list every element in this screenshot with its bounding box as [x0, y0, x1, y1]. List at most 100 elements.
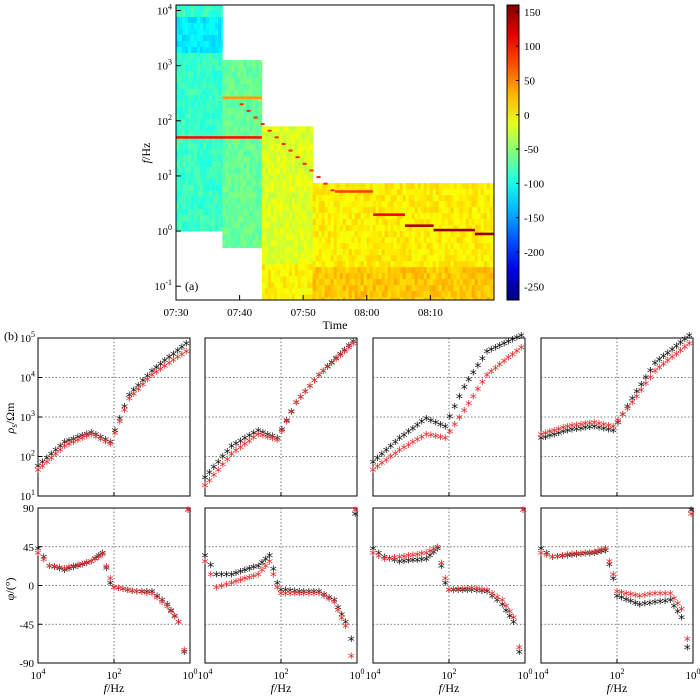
spectrogram-cell	[297, 252, 302, 259]
spectrogram-cell	[408, 219, 413, 226]
spectrogram-cell	[405, 273, 410, 280]
spectrogram-cell	[354, 243, 359, 250]
spectrogram-cell	[342, 267, 347, 274]
spectrogram-cell	[221, 83, 223, 90]
rho-point-red: *	[345, 342, 352, 358]
rho-point-red: *	[74, 435, 81, 451]
spectrogram-cell	[228, 186, 232, 193]
spectrogram-cell	[218, 41, 222, 48]
spectrogram-cell	[378, 213, 383, 220]
emission-line	[222, 96, 262, 100]
spectrogram-cell	[240, 240, 244, 247]
spectrogram-cell	[288, 180, 293, 187]
spectrogram-cell	[303, 198, 308, 205]
spectrogram-cell	[203, 155, 207, 162]
spectrogram-cell	[231, 240, 235, 247]
spectrogram-cell	[420, 267, 425, 274]
spectrogram-cell	[215, 119, 219, 126]
rho-point-red: *	[560, 423, 567, 439]
spectrogram-cell	[252, 126, 256, 133]
spectrogram-cell	[438, 225, 443, 232]
phase-point-black: *	[577, 549, 584, 565]
spectrogram-cell	[176, 215, 180, 222]
spectrogram-cell	[318, 243, 323, 250]
spectrogram-cell	[206, 203, 210, 210]
spectrogram-cell	[333, 261, 338, 268]
spectrogram-cell	[258, 114, 262, 121]
spectrogram-cell	[366, 255, 371, 262]
spectrogram-cell	[453, 207, 458, 214]
spectrogram-cell	[249, 204, 253, 211]
rho-point-red: *	[157, 364, 164, 380]
spectrogram-cell	[212, 221, 216, 228]
phase-point-black: *	[66, 564, 73, 580]
rho-point-black: *	[259, 427, 266, 443]
rho-point-red: *	[492, 363, 499, 379]
spectrogram-cell	[369, 201, 374, 208]
spectrogram-cell	[212, 161, 216, 168]
spectrogram-cell	[185, 53, 189, 60]
spectrogram-cell	[411, 225, 416, 232]
spectrogram-cell	[360, 231, 365, 238]
spectrogram-cell	[182, 53, 186, 60]
spectrogram-cell	[209, 179, 213, 186]
spectrogram-cell	[200, 89, 204, 96]
spectrogram-cell	[215, 95, 219, 102]
spectrogram-cell	[249, 108, 253, 115]
phase-point-red: *	[228, 578, 235, 594]
spectrogram-cell	[234, 240, 238, 247]
spectrogram-cell	[303, 276, 308, 283]
spectrogram-cell	[477, 195, 482, 202]
spectrogram-cell	[294, 276, 299, 283]
spectrogram-cell	[372, 279, 377, 286]
spectrogram-cell	[312, 231, 317, 238]
spectrogram-cell	[279, 204, 284, 211]
phase-point-red: *	[684, 634, 691, 650]
spectrogram-cell	[252, 180, 256, 187]
spectrogram-cell	[225, 90, 229, 97]
spectrogram-cell	[330, 249, 335, 256]
spectrogram-cell	[438, 279, 443, 286]
spectrogram-cell	[366, 285, 371, 292]
spectrogram-cell	[471, 285, 476, 292]
phase-point-black: *	[573, 550, 580, 566]
freq-axis-label-unit: /Hz	[274, 681, 291, 695]
phase-point-red: *	[510, 612, 517, 628]
spectrogram-cell	[309, 252, 314, 259]
spectrogram-cell	[221, 119, 223, 126]
spectrogram-cell	[420, 189, 425, 196]
spectrogram-cell	[194, 143, 198, 150]
spectrogram-cell	[282, 222, 287, 229]
spectrogram-cell	[282, 126, 287, 133]
emission-step	[267, 129, 272, 132]
spectrogram-cell	[393, 183, 398, 190]
spectrogram-cell	[200, 203, 204, 210]
spectrogram-cell	[480, 285, 485, 292]
spectrogram-cell	[414, 231, 419, 238]
spectrogram-cell	[477, 291, 482, 298]
rho-point-black: *	[387, 441, 394, 457]
spectrogram-cell	[303, 246, 308, 253]
spectrogram-cell	[288, 264, 293, 271]
spectrogram-cell	[303, 168, 308, 175]
spectrogram-cell	[321, 267, 326, 274]
spectrogram-cell	[243, 162, 247, 169]
spectrogram-cell	[480, 219, 485, 226]
freq-tick-label: 100	[686, 667, 700, 682]
spectrogram-cell	[225, 114, 229, 121]
spectrogram-cell	[300, 228, 305, 235]
phase-point-red: *	[674, 599, 681, 615]
spectrogram-cell	[179, 5, 183, 12]
spectrogram-cell	[197, 59, 201, 66]
spectrogram-cell	[384, 255, 389, 262]
spectrogram-cell	[297, 270, 302, 277]
spectrogram-cell	[194, 125, 198, 132]
spectrogram-cell	[203, 149, 207, 156]
phase-point-red: *	[79, 559, 86, 575]
spectrogram-cell	[405, 261, 410, 268]
spectrogram-cell	[345, 219, 350, 226]
spectrogram-cell	[366, 213, 371, 220]
spectrogram-cell	[209, 125, 213, 132]
spectrogram-cell	[318, 249, 323, 256]
spectrogram-cell	[206, 185, 210, 192]
